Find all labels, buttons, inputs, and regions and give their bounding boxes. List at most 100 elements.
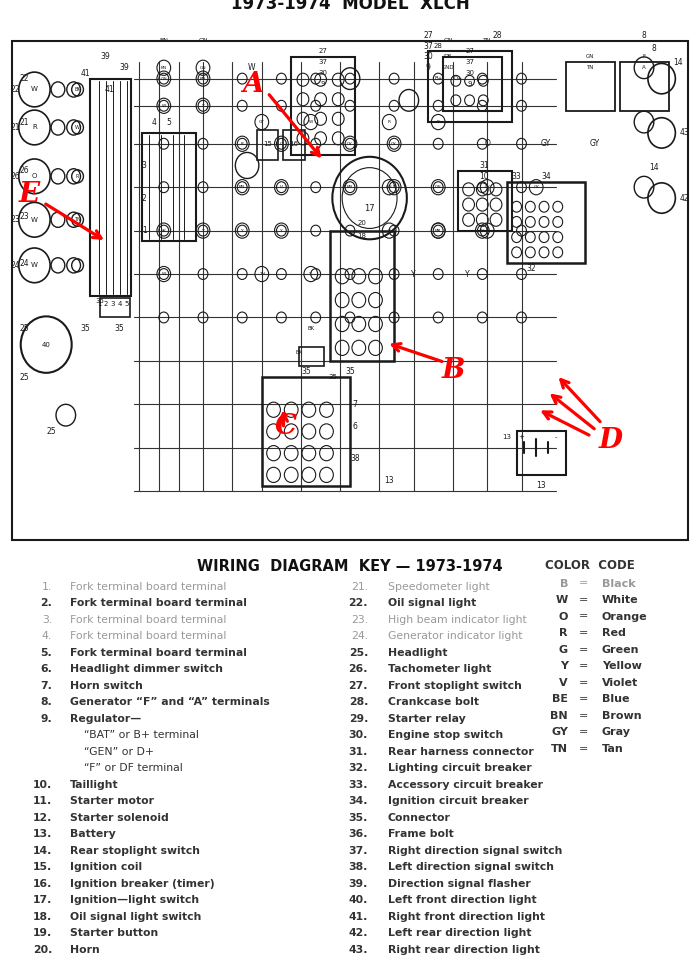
- Text: 27: 27: [465, 49, 474, 55]
- Text: 24: 24: [20, 259, 29, 268]
- Text: 23: 23: [20, 212, 29, 221]
- Text: 43.: 43.: [349, 945, 368, 955]
- Text: 42.: 42.: [349, 928, 368, 938]
- Text: Y: Y: [412, 270, 416, 279]
- Text: 40: 40: [42, 342, 50, 348]
- Text: 13: 13: [536, 481, 546, 490]
- Text: W: W: [75, 125, 80, 130]
- Text: Ignition coil: Ignition coil: [70, 862, 142, 873]
- Text: Headlight dimmer switch: Headlight dimmer switch: [70, 664, 223, 674]
- Bar: [100, 298, 130, 318]
- Text: 19.: 19.: [33, 928, 52, 938]
- Text: 23.: 23.: [351, 615, 368, 624]
- Text: 13: 13: [503, 433, 511, 440]
- Bar: [443, 56, 502, 111]
- Text: Generator indicator light: Generator indicator light: [388, 631, 522, 641]
- Text: 1: 1: [97, 301, 102, 308]
- Text: High beam indicator light: High beam indicator light: [388, 615, 526, 624]
- Text: B: B: [442, 356, 466, 384]
- Text: Horn switch: Horn switch: [70, 681, 143, 691]
- Text: B: B: [559, 579, 568, 588]
- Text: Gray: Gray: [602, 728, 631, 737]
- Text: 30: 30: [424, 53, 433, 61]
- Text: 10.: 10.: [33, 780, 52, 790]
- Text: 30: 30: [318, 70, 327, 76]
- Bar: [330, 231, 394, 361]
- Text: 24.: 24.: [351, 631, 368, 641]
- Text: -: -: [554, 433, 557, 440]
- Text: 8: 8: [652, 44, 656, 53]
- Text: TN: TN: [74, 217, 81, 222]
- Text: V: V: [280, 185, 283, 189]
- Text: BN: BN: [435, 229, 441, 233]
- Text: 25: 25: [46, 427, 56, 436]
- Text: V: V: [393, 185, 395, 189]
- Text: Connector: Connector: [388, 813, 451, 823]
- Text: Y: Y: [466, 270, 470, 279]
- Text: GN: GN: [586, 55, 594, 59]
- Text: TN: TN: [551, 744, 568, 754]
- Bar: [428, 52, 512, 122]
- Bar: [262, 377, 350, 486]
- Text: Right front direction light: Right front direction light: [388, 912, 545, 922]
- Bar: [257, 130, 279, 160]
- Text: 38.: 38.: [349, 862, 368, 873]
- Text: Taillight: Taillight: [70, 780, 118, 790]
- Text: Y: Y: [202, 229, 204, 233]
- Text: 35: 35: [328, 374, 337, 380]
- Text: 14.: 14.: [33, 845, 52, 856]
- Text: 28: 28: [492, 31, 502, 40]
- Text: TN: TN: [587, 65, 594, 70]
- Text: White: White: [602, 595, 638, 605]
- Text: R: R: [559, 628, 568, 638]
- Text: GND: GND: [442, 65, 454, 70]
- Text: W: W: [31, 87, 38, 93]
- Text: Brown: Brown: [602, 711, 642, 721]
- Text: 18.: 18.: [33, 912, 52, 922]
- Text: COLOR  CODE: COLOR CODE: [545, 558, 635, 572]
- Text: G: G: [559, 645, 568, 655]
- Text: “BAT” or B+ terminal: “BAT” or B+ terminal: [70, 730, 199, 740]
- Text: Accessory circuit breaker: Accessory circuit breaker: [388, 780, 543, 790]
- Text: 9: 9: [321, 81, 325, 87]
- Text: Tachometer light: Tachometer light: [388, 664, 491, 674]
- Text: GN: GN: [160, 77, 167, 81]
- Text: 27: 27: [424, 31, 433, 40]
- Text: Y: Y: [202, 104, 204, 108]
- Text: GY: GY: [347, 142, 353, 146]
- Text: 28.: 28.: [349, 697, 368, 707]
- Text: Direction signal flasher: Direction signal flasher: [388, 879, 531, 889]
- Text: 7.: 7.: [40, 681, 52, 691]
- Text: 40.: 40.: [349, 895, 368, 906]
- Text: Y: Y: [280, 229, 283, 233]
- Text: BK: BK: [295, 350, 302, 355]
- Text: 30.: 30.: [349, 730, 368, 740]
- Text: W: W: [31, 217, 38, 223]
- Text: 35.: 35.: [349, 813, 368, 823]
- Text: 5: 5: [125, 301, 129, 308]
- Text: =: =: [580, 628, 589, 638]
- Text: 16.: 16.: [33, 879, 52, 889]
- Text: BK: BK: [74, 87, 81, 92]
- Text: W: W: [556, 595, 568, 605]
- Text: GT: GT: [259, 120, 265, 124]
- Text: 37: 37: [424, 42, 433, 51]
- Bar: [291, 56, 355, 155]
- Text: D: D: [598, 427, 622, 454]
- Text: Lighting circuit breaker: Lighting circuit breaker: [388, 764, 532, 773]
- Text: 39: 39: [120, 63, 130, 72]
- Text: Y: Y: [388, 229, 391, 233]
- Text: WIRING  DIAGRAM  KEY — 1973-1974: WIRING DIAGRAM KEY — 1973-1974: [197, 558, 503, 574]
- Text: 41.: 41.: [349, 912, 368, 922]
- Text: Y: Y: [309, 272, 312, 276]
- Text: 1973-1974  MODEL  XLCH: 1973-1974 MODEL XLCH: [230, 0, 470, 14]
- Text: Right rear direction light: Right rear direction light: [388, 945, 540, 955]
- Text: Starter relay: Starter relay: [388, 714, 466, 724]
- Text: Ignition circuit breaker: Ignition circuit breaker: [388, 797, 528, 806]
- Text: 8.: 8.: [41, 697, 52, 707]
- Text: 25: 25: [20, 323, 29, 333]
- Text: 34: 34: [541, 171, 551, 181]
- Text: 26: 26: [20, 167, 29, 175]
- Text: Headlight: Headlight: [388, 648, 447, 657]
- Text: 41: 41: [80, 69, 90, 78]
